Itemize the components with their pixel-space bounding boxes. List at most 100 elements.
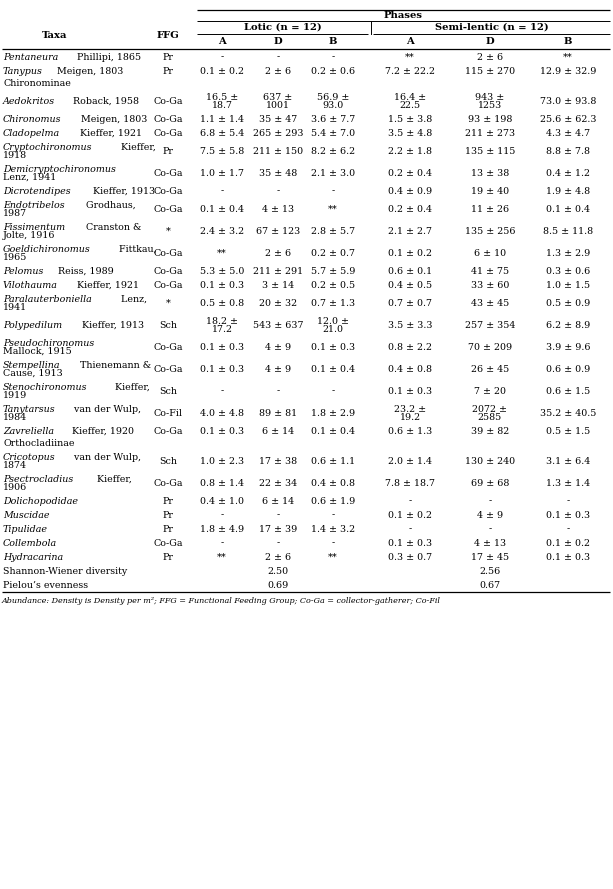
Text: 0.1 ± 0.3: 0.1 ± 0.3 <box>200 342 244 351</box>
Text: 16.4 ±: 16.4 ± <box>394 92 426 101</box>
Text: 39 ± 82: 39 ± 82 <box>471 427 509 436</box>
Text: 2.50: 2.50 <box>267 566 289 575</box>
Text: Tanytarsus: Tanytarsus <box>3 404 56 413</box>
Text: Pr: Pr <box>162 510 173 519</box>
Text: 0.1 ± 0.4: 0.1 ± 0.4 <box>311 364 355 373</box>
Text: Polypedilum: Polypedilum <box>3 321 62 330</box>
Text: 70 ± 209: 70 ± 209 <box>468 342 512 351</box>
Text: 17 ± 38: 17 ± 38 <box>259 456 297 466</box>
Text: *: * <box>166 299 170 308</box>
Text: Lotic (n = 12): Lotic (n = 12) <box>243 22 321 31</box>
Text: Mallock, 1915: Mallock, 1915 <box>3 347 72 356</box>
Text: 1906: 1906 <box>3 483 27 492</box>
Text: 6 ± 14: 6 ± 14 <box>262 496 294 506</box>
Text: 211 ± 150: 211 ± 150 <box>253 147 303 156</box>
Text: 1.9 ± 4.8: 1.9 ± 4.8 <box>546 187 590 196</box>
Text: 0.4 ± 1.2: 0.4 ± 1.2 <box>546 169 590 178</box>
Text: 67 ± 123: 67 ± 123 <box>256 227 300 236</box>
Text: 0.6 ± 1.5: 0.6 ± 1.5 <box>546 387 590 396</box>
Text: B: B <box>564 36 572 45</box>
Text: 211 ± 273: 211 ± 273 <box>465 129 515 138</box>
Text: 2 ± 6: 2 ± 6 <box>265 249 291 258</box>
Text: Co-Ga: Co-Ga <box>153 97 183 106</box>
Text: Roback, 1958: Roback, 1958 <box>70 97 139 106</box>
Text: -: - <box>276 187 280 196</box>
Text: 0.1 ± 0.4: 0.1 ± 0.4 <box>546 204 590 213</box>
Text: 69 ± 68: 69 ± 68 <box>471 478 509 487</box>
Text: 0.8 ± 2.2: 0.8 ± 2.2 <box>388 342 432 351</box>
Text: 0.6 ± 1.3: 0.6 ± 1.3 <box>388 427 432 436</box>
Text: 265 ± 293: 265 ± 293 <box>253 129 303 138</box>
Text: Co-Ga: Co-Ga <box>153 342 183 351</box>
Text: 17.2: 17.2 <box>211 324 232 333</box>
Text: 1874: 1874 <box>3 461 27 469</box>
Text: Grodhaus,: Grodhaus, <box>83 201 135 210</box>
Text: 2.56: 2.56 <box>479 566 501 575</box>
Text: Meigen, 1803: Meigen, 1803 <box>78 115 148 124</box>
Text: 22.5: 22.5 <box>400 100 421 109</box>
Text: 22 ± 34: 22 ± 34 <box>259 478 297 487</box>
Text: 1919: 1919 <box>3 390 27 399</box>
Text: **: ** <box>217 249 227 258</box>
Text: Tanypus: Tanypus <box>3 67 43 76</box>
Text: 0.4 ± 0.8: 0.4 ± 0.8 <box>388 364 432 373</box>
Text: -: - <box>276 387 280 396</box>
Text: Psectrocladius: Psectrocladius <box>3 475 73 484</box>
Text: 1.8 ± 2.9: 1.8 ± 2.9 <box>311 409 355 418</box>
Text: 0.1 ± 0.3: 0.1 ± 0.3 <box>200 364 244 373</box>
Text: -: - <box>332 510 335 519</box>
Text: 56.9 ±: 56.9 ± <box>317 92 349 101</box>
Text: -: - <box>332 539 335 548</box>
Text: 0.3 ± 0.7: 0.3 ± 0.7 <box>388 552 432 562</box>
Text: Fissimentum: Fissimentum <box>3 222 65 231</box>
Text: Kieffer, 1913: Kieffer, 1913 <box>90 187 155 196</box>
Text: 0.1 ± 0.3: 0.1 ± 0.3 <box>200 281 244 290</box>
Text: 1.8 ± 4.9: 1.8 ± 4.9 <box>200 525 244 533</box>
Text: 0.1 ± 0.2: 0.1 ± 0.2 <box>388 249 432 258</box>
Text: 2 ± 6: 2 ± 6 <box>477 52 503 61</box>
Text: 2.1 ± 3.0: 2.1 ± 3.0 <box>311 169 355 178</box>
Text: Stempellina: Stempellina <box>3 361 61 370</box>
Text: 93.0: 93.0 <box>322 100 344 109</box>
Text: Fittkau,: Fittkau, <box>116 244 157 253</box>
Text: 0.1 ± 0.3: 0.1 ± 0.3 <box>546 552 590 562</box>
Text: Goeldichironomus: Goeldichironomus <box>3 244 91 253</box>
Text: -: - <box>489 496 492 506</box>
Text: Shannon-Wiener diversity: Shannon-Wiener diversity <box>3 566 128 575</box>
Text: Pielou’s evenness: Pielou’s evenness <box>3 581 88 589</box>
Text: 0.3 ± 0.6: 0.3 ± 0.6 <box>546 267 590 276</box>
Text: 17 ± 45: 17 ± 45 <box>471 552 509 562</box>
Text: -: - <box>566 496 569 506</box>
Text: 1.1 ± 1.4: 1.1 ± 1.4 <box>200 115 244 124</box>
Text: 1.4 ± 3.2: 1.4 ± 3.2 <box>311 525 355 533</box>
Text: Pr: Pr <box>162 52 173 61</box>
Text: Chironomus: Chironomus <box>3 115 61 124</box>
Text: Paralauterboniella: Paralauterboniella <box>3 294 92 303</box>
Text: 2.0 ± 1.4: 2.0 ± 1.4 <box>388 456 432 466</box>
Text: Pr: Pr <box>162 552 173 562</box>
Text: Co-Ga: Co-Ga <box>153 249 183 258</box>
Text: 1941: 1941 <box>3 302 27 311</box>
Text: Tipulidae: Tipulidae <box>3 525 48 533</box>
Text: -: - <box>221 387 224 396</box>
Text: Kieffer,: Kieffer, <box>118 142 156 151</box>
Text: 18.7: 18.7 <box>211 100 232 109</box>
Text: -: - <box>332 187 335 196</box>
Text: 1.0 ± 2.3: 1.0 ± 2.3 <box>200 456 244 466</box>
Text: 0.2 ± 0.6: 0.2 ± 0.6 <box>311 67 355 76</box>
Text: 2 ± 6: 2 ± 6 <box>265 67 291 76</box>
Text: 0.6 ± 1.9: 0.6 ± 1.9 <box>311 496 355 506</box>
Text: 16.5 ±: 16.5 ± <box>206 92 238 101</box>
Text: -: - <box>221 539 224 548</box>
Text: 543 ± 637: 543 ± 637 <box>253 321 303 330</box>
Text: Dolichopodidae: Dolichopodidae <box>3 496 78 506</box>
Text: Co-Ga: Co-Ga <box>153 129 183 138</box>
Text: Co-Ga: Co-Ga <box>153 539 183 548</box>
Text: Zavreliella: Zavreliella <box>3 427 54 436</box>
Text: 1253: 1253 <box>478 100 502 109</box>
Text: Co-Ga: Co-Ga <box>153 478 183 487</box>
Text: -: - <box>221 52 224 61</box>
Text: 18.2 ±: 18.2 ± <box>206 316 238 325</box>
Text: 637 ±: 637 ± <box>264 92 292 101</box>
Text: Lenz,: Lenz, <box>118 294 147 303</box>
